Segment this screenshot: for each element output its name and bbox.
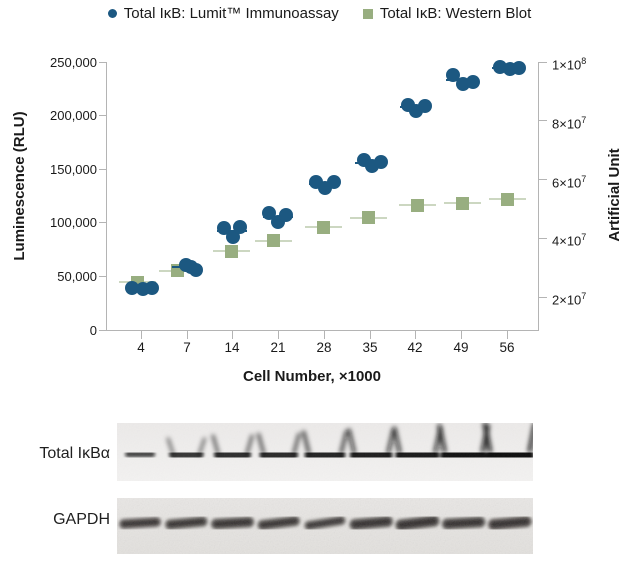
y-left-tick-label: 150,000 [50,162,97,177]
data-point-lumit [418,99,432,113]
x-tick-label: 21 [270,340,286,355]
blot-noise-texture [117,423,533,481]
y-right-tick-label: 2×107 [552,291,587,308]
right-axis-line [538,62,539,331]
legend-label: Total IκB: Western Blot [379,5,532,22]
x-tick-label: 35 [362,340,378,355]
y-left-tick-label: 50,000 [57,269,97,284]
y-right-tick [539,238,547,239]
y-right-tick-label: 8×107 [552,115,587,132]
data-point-lumit [145,281,159,295]
legend-label: Total IκB: Lumit™ Immunoassay [123,5,339,22]
data-point-lumit [466,75,480,89]
data-point-lumit [512,61,526,75]
data-point-western-blot [456,197,469,210]
data-point-western-blot [225,245,238,258]
y-left-tick [99,115,106,116]
y-left-tick [99,62,106,63]
x-tick [278,331,279,339]
y-left-tick-label: 100,000 [50,215,97,230]
blot-image-gapdh [117,498,533,554]
data-point-lumit [189,263,203,277]
x-tick-label: 56 [499,340,515,355]
x-tick [324,331,325,339]
x-tick [507,331,508,339]
y-right-tick [539,120,547,121]
data-point-lumit [327,175,341,189]
blot-noise-texture [117,498,533,554]
blot-canvas [117,422,538,481]
data-point-lumit [374,155,388,169]
y-right-tick-label: 4×107 [552,232,587,249]
x-tick [415,331,416,339]
legend-item-lumit: Total IκB: Lumit™ Immunoassay [107,5,339,22]
x-tick-label: 14 [224,340,240,355]
x-tick [370,331,371,339]
y-left-tick [99,330,106,331]
blot-canvas [117,498,533,554]
y-left-tick-label: 200,000 [50,108,97,123]
x-tick-label: 42 [407,340,423,355]
data-point-lumit [125,281,139,295]
x-tick [461,331,462,339]
data-point-lumit [233,220,247,234]
blot-label-total-ikba: Total IκBα [39,445,110,462]
x-axis-line [99,330,539,331]
data-point-western-blot [267,234,280,247]
y-left-tick-label: 250,000 [50,55,97,70]
blot-label-gapdh: GAPDH [53,511,110,528]
y-right-tick [539,297,547,298]
data-point-western-blot [317,221,330,234]
legend-square-marker-icon [362,8,373,19]
y-right-tick [539,62,547,63]
y-left-tick [99,222,106,223]
data-point-lumit [279,208,293,222]
data-point-western-blot [501,193,514,206]
data-point-western-blot [362,211,375,224]
x-tick [141,331,142,339]
y-right-tick-label: 1×108 [552,56,587,73]
x-tick-label: 4 [137,340,145,355]
x-tick-label: 49 [453,340,469,355]
y-left-tick [99,169,106,170]
chart-legend: Total IκB: Lumit™ Immunoassay Total IκB:… [0,5,639,22]
y-right-tick-label: 6×107 [552,174,587,191]
data-point-western-blot [411,199,424,212]
x-tick-label: 28 [316,340,332,355]
x-tick [187,331,188,339]
x-axis-title: Cell Number, ×1000 [243,368,381,385]
x-tick [232,331,233,339]
legend-circle-marker-icon [107,9,117,18]
x-tick-label: 7 [183,340,191,355]
y-left-tick [99,276,106,277]
left-axis-line [106,62,107,331]
blot-image-total-ikba [117,422,538,481]
scatter-chart: Luminescence (RLU) Artificial Unit Cell … [11,55,623,385]
y-left-tick-label: 0 [89,323,97,338]
data-point-lumit [446,68,460,82]
legend-item-western-blot: Total IκB: Western Blot [362,5,532,22]
y-right-tick [539,179,547,180]
